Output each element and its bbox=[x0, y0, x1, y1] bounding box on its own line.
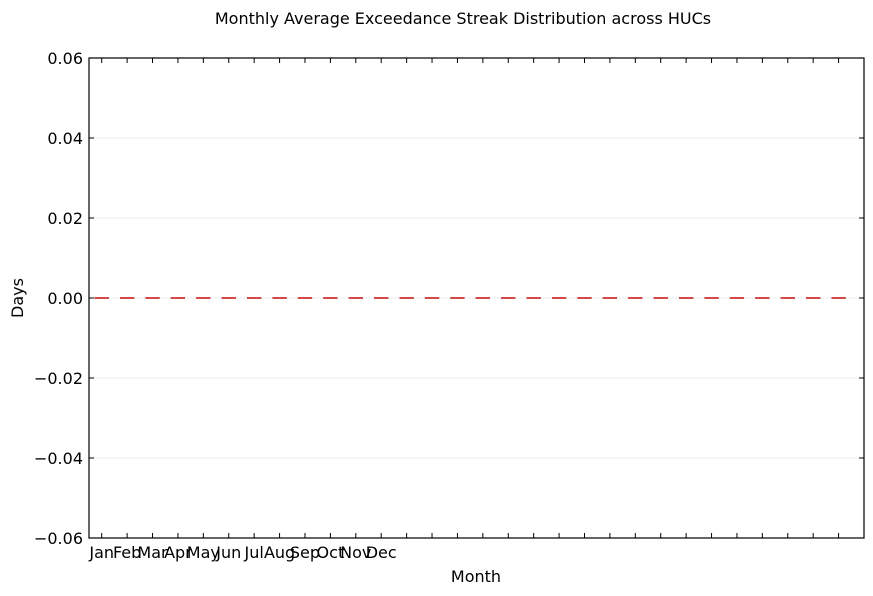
x-tick-label: Mar bbox=[137, 543, 168, 562]
chart-title: Monthly Average Exceedance Streak Distri… bbox=[215, 9, 711, 28]
y-tick-label: −0.06 bbox=[34, 529, 83, 548]
y-tick-label: −0.02 bbox=[34, 369, 83, 388]
y-tick-label: 0.02 bbox=[47, 209, 83, 228]
x-tick-label: Dec bbox=[366, 543, 397, 562]
x-tick-label: Apr bbox=[164, 543, 192, 562]
x-tick-label: Nov bbox=[340, 543, 371, 562]
y-ticks: −0.06 −0.04 −0.02 0.00 0.02 0.04 0.06 bbox=[34, 49, 864, 548]
y-tick-label: 0.00 bbox=[47, 289, 83, 308]
y-axis-label: Days bbox=[8, 278, 27, 318]
x-tick-label: Jan bbox=[88, 543, 114, 562]
x-tick-label: Sep bbox=[290, 543, 320, 562]
x-tick-label: Jun bbox=[215, 543, 241, 562]
y-tick-label: 0.04 bbox=[47, 129, 83, 148]
x-tick-label: Jul bbox=[244, 543, 264, 562]
x-tick-label: Aug bbox=[264, 543, 295, 562]
x-axis-label: Month bbox=[451, 567, 501, 586]
y-tick-label: −0.04 bbox=[34, 449, 83, 468]
y-tick-label: 0.06 bbox=[47, 49, 83, 68]
x-tick-label: Feb bbox=[113, 543, 141, 562]
x-tick-label: Oct bbox=[317, 543, 345, 562]
x-tick-label: May bbox=[187, 543, 220, 562]
